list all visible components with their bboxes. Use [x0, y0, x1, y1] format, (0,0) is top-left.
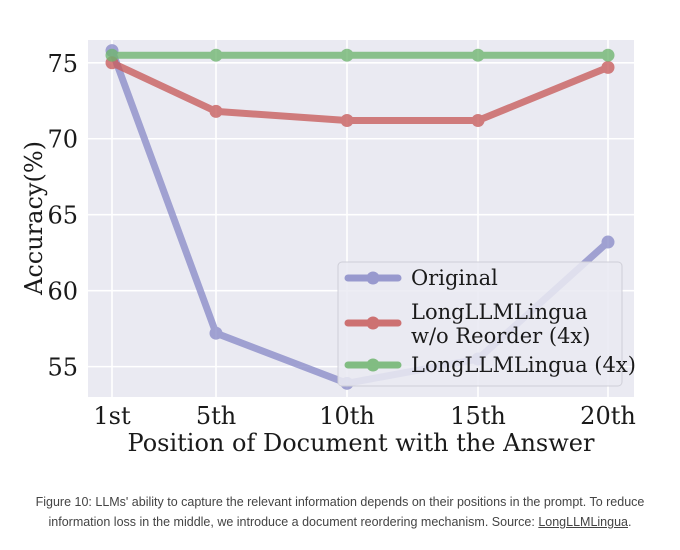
x-tick-1st: 1st: [93, 402, 131, 430]
legend-box: [337, 261, 623, 387]
data-point-2-2: [340, 48, 354, 62]
legend-label-1: LongLLMLingua w/o Reorder (4x): [411, 300, 590, 348]
caption-text: Figure 10: LLMs' ability to capture the …: [35, 495, 645, 529]
data-point-2-4: [601, 48, 615, 62]
x-axis-label: Position of Document with the Answer: [128, 429, 595, 457]
legend-item-0: [344, 271, 402, 285]
y-tick-60: 60: [47, 278, 78, 306]
caption-end: .: [628, 515, 632, 529]
legend-swatch-marker: [366, 316, 380, 330]
data-point-1-4: [601, 60, 615, 74]
y-tick-70: 70: [47, 126, 78, 154]
series-1: [105, 56, 615, 128]
series-2: [105, 48, 615, 62]
legend-item-2: [344, 358, 402, 372]
data-point-2-3: [471, 48, 485, 62]
legend: Original LongLLMLingua w/o Reorder (4x) Lon…: [337, 261, 636, 387]
x-tick-15th: 15th: [450, 402, 506, 430]
x-tick-labels: 1st 5th 10th 15th 20th: [93, 402, 635, 430]
legend-label-0: Original: [411, 266, 498, 290]
y-tick-55: 55: [47, 354, 78, 382]
x-tick-20th: 20th: [580, 402, 636, 430]
data-point-0-1: [209, 326, 223, 340]
source-link[interactable]: LongLLMLingua: [538, 515, 628, 529]
line-chart: 55 60 65 70 75 1st 5th 10th 15th 20th Accuracy(%…: [20, 40, 636, 457]
legend-swatch-marker: [366, 271, 380, 285]
data-point-0-4: [601, 235, 615, 249]
legend-item-1: [344, 316, 402, 330]
y-tick-65: 65: [47, 202, 78, 230]
x-tick-10th: 10th: [319, 402, 375, 430]
data-point-1-1: [209, 104, 223, 118]
y-tick-labels: 55 60 65 70 75: [47, 50, 78, 382]
data-point-2-0: [105, 48, 119, 62]
data-point-2-1: [209, 48, 223, 62]
legend-label-2: LongLLMLingua (4x): [411, 353, 636, 377]
data-point-1-2: [340, 114, 354, 128]
x-tick-5th: 5th: [196, 402, 236, 430]
figure-caption: Figure 10: LLMs' ability to capture the …: [20, 492, 660, 532]
y-tick-75: 75: [47, 50, 78, 78]
y-axis-label: Accuracy(%): [20, 141, 48, 296]
data-point-1-3: [471, 114, 485, 128]
legend-swatch-marker: [366, 358, 380, 372]
